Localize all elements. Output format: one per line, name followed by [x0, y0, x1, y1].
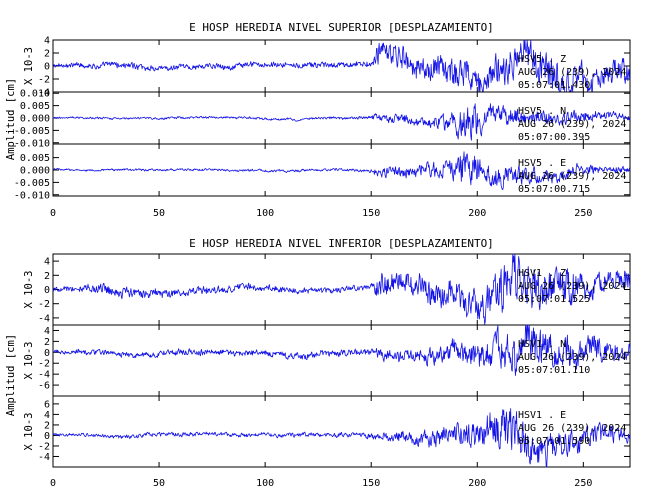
time-label: 05:07:01.430	[518, 80, 590, 91]
y-tick-label: 4	[44, 36, 50, 47]
time-label: 05:07:01.590	[518, 436, 590, 447]
trace-panel: 420-2-4-6X 10-3 HSV1 . N AUG 26 (239), 202…	[23, 324, 631, 397]
y-tick-label: 2	[44, 420, 50, 431]
y-tick-label: 0.005	[20, 101, 50, 112]
y-scale-label: X 10-3	[23, 47, 35, 85]
y-tick-label: 2	[44, 49, 50, 60]
time-label: 05:07:01.110	[518, 365, 590, 376]
trace-panel: 4 2 0 -2 -4X 10-3 HSV1 . Z AUG 26 (239), 2024 0…	[23, 253, 631, 326]
x-tick-label: 100	[256, 478, 274, 489]
date-label: AUG 26 (239), 2024	[518, 67, 626, 78]
date-label: AUG 26 (239), 2024	[518, 281, 626, 292]
y-tick-label: -2	[38, 359, 50, 370]
time-label: 05:07:00.395	[518, 132, 590, 143]
y-tick-label: 0	[44, 431, 50, 442]
station-label: HSV5 . Z	[518, 54, 566, 65]
waveform-trace	[52, 324, 631, 376]
time-label: 05:07:01.525	[518, 294, 590, 305]
y-tick-label: -0.010	[14, 190, 50, 201]
trace-panel: 0.005 0.000-0.005-0.010 HSV5 . E AUG 26 (23…	[14, 143, 631, 201]
station-label: HSV1 . Z	[518, 268, 566, 279]
panel-frame	[52, 395, 631, 468]
x-tick-label: 0	[50, 478, 56, 489]
y-tick-label: -4	[38, 313, 50, 324]
station-label: HSV1 . E	[518, 410, 566, 421]
chart-title: E HOSP HEREDIA NIVEL SUPERIOR [DESPLAZAM…	[189, 21, 494, 34]
chart-title: E HOSP HEREDIA NIVEL INFERIOR [DESPLAZAM…	[189, 237, 494, 250]
y-tick-label: 0.000	[20, 166, 50, 177]
x-tick-label: 250	[574, 478, 592, 489]
y-tick-label: -2	[38, 299, 50, 310]
x-tick-label: 150	[362, 478, 380, 489]
waveform-trace	[52, 103, 631, 141]
x-tick-label: 0	[50, 208, 56, 219]
y-tick-label: -0.005	[14, 178, 50, 189]
date-label: AUG 26 (239), 2024	[518, 423, 626, 434]
y-tick-label: 6	[44, 399, 50, 410]
y-axis-label: Amplitud [cm]	[5, 78, 17, 160]
y-tick-label: 4	[44, 257, 50, 268]
y-tick-label: -4	[38, 88, 50, 99]
y-tick-label: 0	[44, 62, 50, 73]
waveform-trace	[52, 151, 631, 191]
station-label: HSV5 . N	[518, 106, 566, 117]
waveform-trace	[52, 408, 631, 468]
y-tick-label: -2	[38, 441, 50, 452]
y-scale-label: X 10-3	[23, 413, 35, 451]
date-label: AUG 26 (239), 2024	[518, 352, 626, 363]
station-label: HSV1 . N	[518, 339, 566, 350]
y-tick-label: -0.005	[14, 126, 50, 137]
y-tick-label: -4	[38, 370, 50, 381]
date-label: AUG 26 (239), 2024	[518, 171, 626, 182]
trace-panel: 4 2 0 -2 -4X 10-3 HSV5 . Z AUG 26 (239), 2024 0…	[23, 36, 631, 99]
y-tick-label: 0.010	[20, 89, 50, 100]
y-scale-label: X 10-3	[23, 342, 35, 380]
x-tick-label: 50	[153, 208, 165, 219]
x-tick-label: 150	[362, 208, 380, 219]
x-tick-label: 200	[468, 208, 486, 219]
y-tick-label: 2	[44, 337, 50, 348]
y-tick-label: 0.000	[20, 114, 50, 125]
y-tick-label: 4	[44, 410, 50, 421]
y-tick-label: 0.005	[20, 153, 50, 164]
x-tick-label: 200	[468, 478, 486, 489]
y-tick-label: 0	[44, 348, 50, 359]
seismogram-group: E HOSP HEREDIA NIVEL SUPERIOR [DESPLAZAM…	[5, 21, 631, 219]
y-tick-label: -2	[38, 75, 50, 86]
y-tick-label: 0	[44, 285, 50, 296]
y-tick-label: -0.010	[14, 138, 50, 149]
date-label: AUG 26 (239), 2024	[518, 119, 626, 130]
waveform-trace	[52, 253, 631, 325]
seismogram-group: E HOSP HEREDIA NIVEL INFERIOR [DESPLAZAM…	[5, 237, 631, 489]
station-label: HSV5 . E	[518, 158, 566, 169]
x-tick-label: 50	[153, 478, 165, 489]
waveform-trace	[52, 39, 631, 93]
x-tick-label: 250	[574, 208, 592, 219]
y-tick-label: -4	[38, 452, 50, 463]
time-label: 05:07:00.715	[518, 184, 590, 195]
y-tick-label: -6	[38, 381, 50, 392]
y-scale-label: X 10-3	[23, 271, 35, 309]
y-axis-label: Amplitud [cm]	[5, 334, 17, 416]
x-tick-label: 100	[256, 208, 274, 219]
y-tick-label: 4	[44, 326, 50, 337]
y-tick-label: 2	[44, 271, 50, 282]
